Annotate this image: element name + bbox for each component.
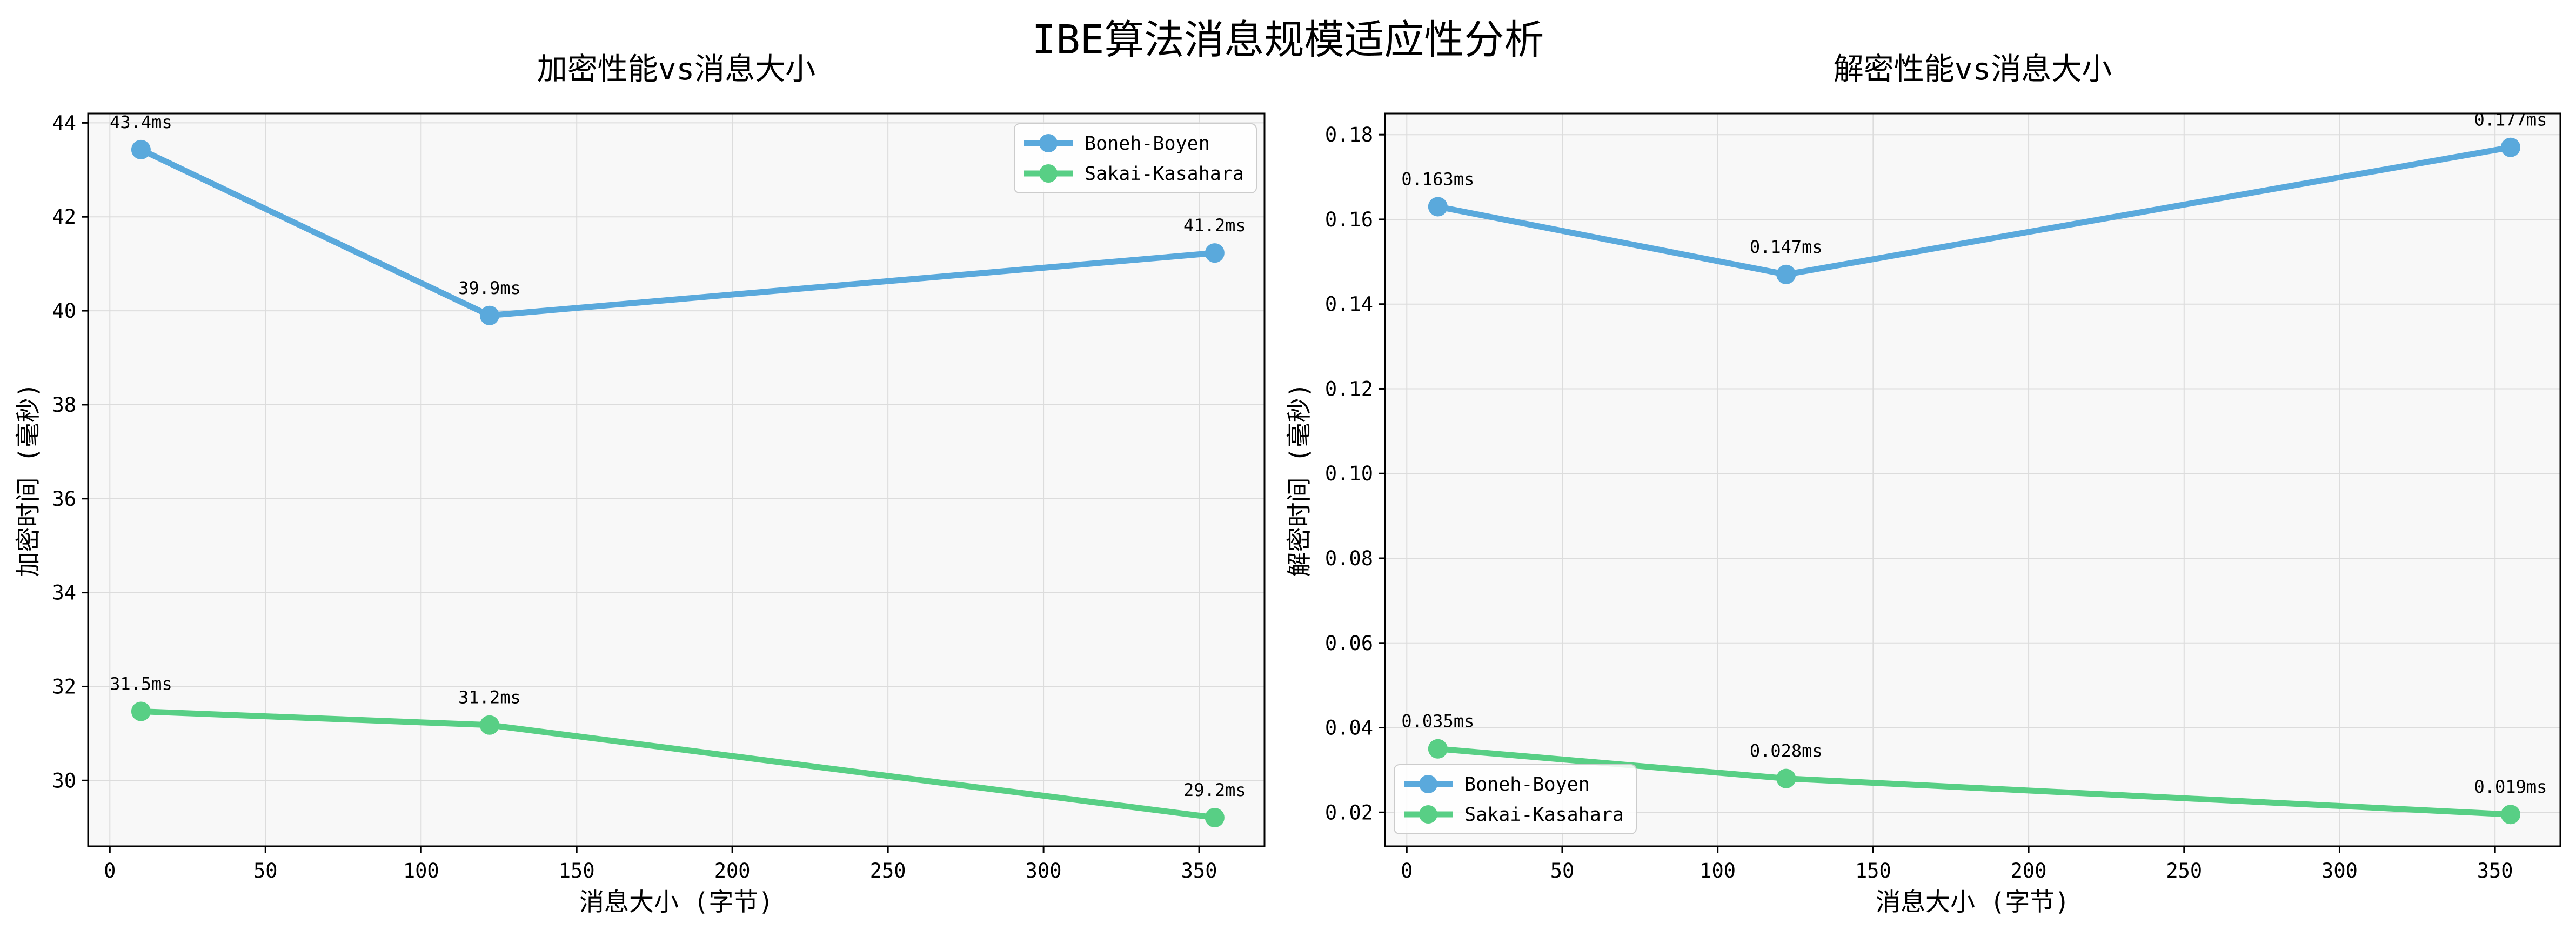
x-tick-label: 300 [1026,859,1062,882]
y-axis-label: 解密时间 (毫秒) [1284,383,1314,577]
x-tick-label: 100 [403,859,439,882]
data-label: 41.2ms [1183,215,1246,236]
data-label: 31.2ms [458,687,521,708]
y-tick-label: 0.02 [1325,801,1373,824]
x-tick-label: 0 [104,859,116,882]
data-point [1205,243,1225,263]
x-tick-label: 200 [714,859,751,882]
data-label: 0.028ms [1750,741,1823,761]
plot-area [88,113,1264,846]
y-tick-label: 38 [52,393,76,417]
data-point [2500,805,2520,825]
data-label: 0.163ms [1401,169,1474,189]
legend-marker-2 [1419,805,1437,824]
y-tick-label: 36 [52,487,76,511]
data-point [479,305,499,325]
legend-label-2: Sakai-Kasahara [1464,804,1624,826]
y-tick-label: 0.10 [1325,462,1373,485]
y-tick-label: 0.06 [1325,632,1373,655]
data-point [1428,197,1448,217]
legend: Boneh-Boyen Sakai-Kasahara [1394,764,1637,834]
x-tick-label: 150 [559,859,595,882]
data-point [131,701,151,721]
y-tick-label: 0.18 [1325,123,1373,146]
x-tick-label: 150 [1855,859,1891,882]
y-tick-label: 0.14 [1325,293,1373,316]
x-tick-label: 250 [870,859,906,882]
y-tick-label: 0.12 [1325,377,1373,400]
y-tick-label: 32 [52,675,76,698]
y-tick-label: 40 [52,299,76,323]
y-tick-label: 0.08 [1325,547,1373,570]
legend-box [1014,123,1257,193]
legend-label-2: Sakai-Kasahara [1085,163,1244,185]
y-tick-label: 44 [52,111,76,135]
x-tick-label: 0 [1401,859,1413,882]
y-tick-label: 0.16 [1325,208,1373,231]
x-axis-label: 消息大小 (字节) [579,887,773,916]
chart-panel-1: 0 50 100 150 200 250 300 350 30 32 34 36 38 40 42 44 消息大… [14,52,1266,916]
x-tick-label: 100 [1700,859,1736,882]
data-point [479,715,499,735]
plot-area [1385,113,2560,846]
figure-suptitle: IBE算法消息规模适应性分析 [1032,17,1544,63]
legend: Boneh-Boyen Sakai-Kasahara [1014,123,1257,193]
legend-marker-1 [1039,134,1058,152]
subplot-title: 解密性能vs消息大小 [1834,52,2112,87]
data-label: 0.177ms [2474,110,2547,130]
x-tick-label: 200 [2011,859,2047,882]
x-tick-label: 50 [253,859,278,882]
data-label: 0.019ms [2474,777,2547,797]
legend-label-1: Boneh-Boyen [1085,133,1210,155]
x-tick-label: 300 [2321,859,2358,882]
x-tick-label: 350 [2477,859,2513,882]
legend-label-1: Boneh-Boyen [1464,774,1590,795]
y-tick-label: 0.04 [1325,717,1373,740]
data-point [2500,137,2520,157]
legend-box [1394,764,1637,834]
data-label: 43.4ms [110,112,172,132]
subplot-title: 加密性能vs消息大小 [537,52,815,87]
data-label: 31.5ms [110,674,172,694]
data-label: 0.147ms [1750,237,1823,257]
x-tick-label: 350 [1181,859,1217,882]
x-tick-label: 250 [2166,859,2202,882]
data-point [1776,768,1796,788]
plot-frame [87,112,1266,847]
data-label: 29.2ms [1183,780,1246,800]
plot-frame [1384,112,2561,847]
data-point [1776,264,1796,284]
x-tick-label: 50 [1550,859,1575,882]
data-point [131,139,151,159]
y-tick-label: 42 [52,205,76,229]
data-point [1428,739,1448,759]
y-tick-label: 34 [52,581,76,605]
chart-panel-2: 0 50 100 150 200 250 300 350 0.02 0.04 0.06 0.08 0.1… [1284,52,2561,916]
legend-marker-1 [1419,775,1437,793]
data-point [1205,807,1225,827]
legend-marker-2 [1039,164,1058,183]
y-tick-label: 30 [52,769,76,792]
x-axis-label: 消息大小 (字节) [1876,887,2070,916]
data-label: 39.9ms [458,278,521,298]
y-axis-label: 加密时间 (毫秒) [14,383,43,577]
data-label: 0.035ms [1401,711,1474,732]
